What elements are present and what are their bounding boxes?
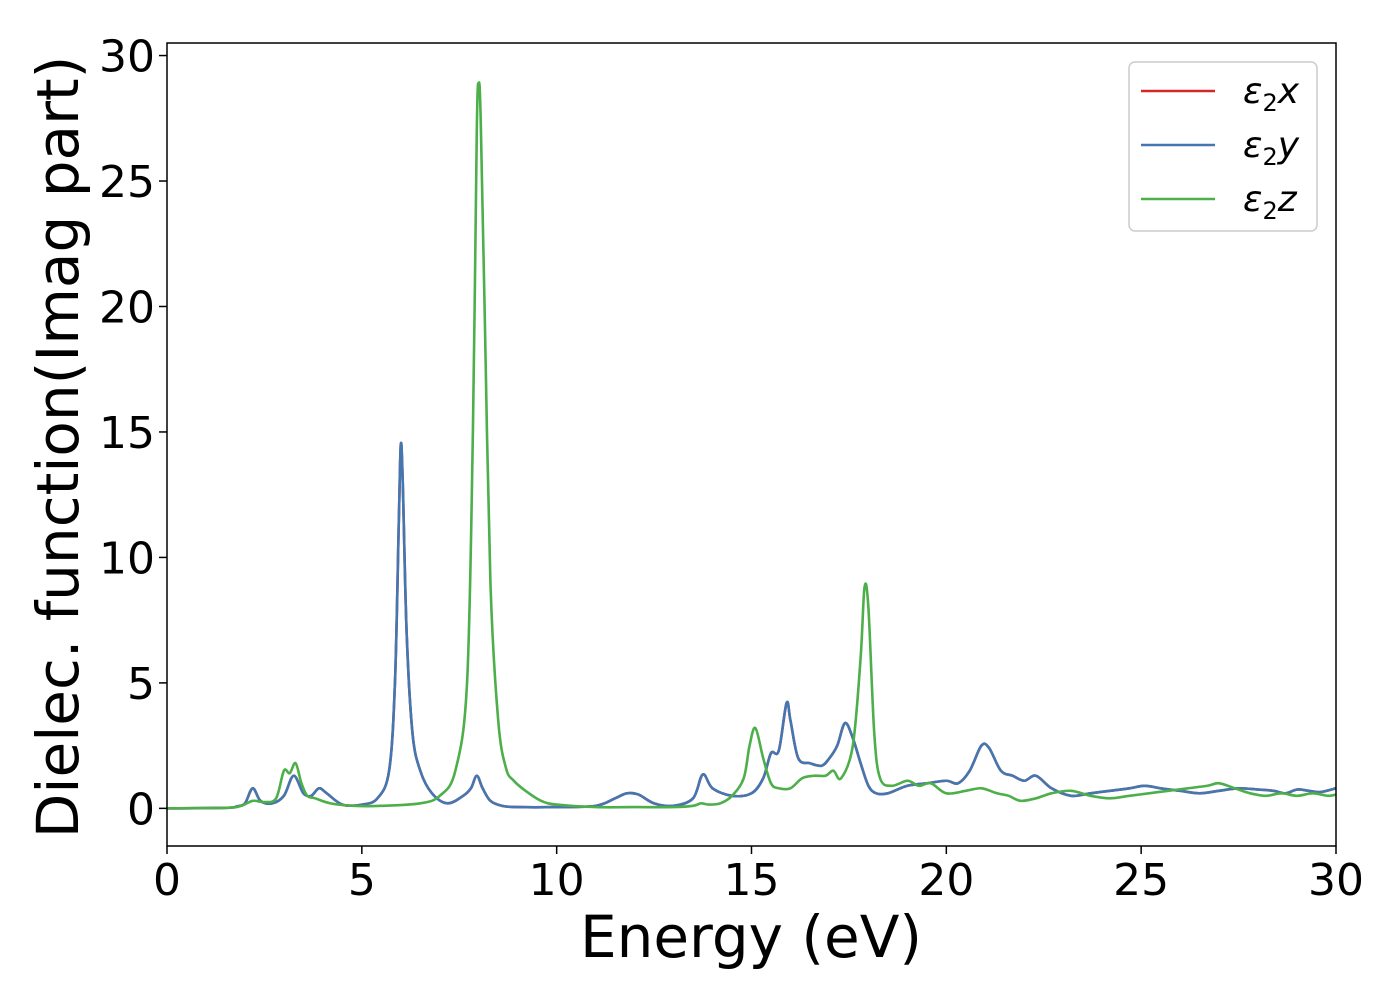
legend-label: ε2x bbox=[1243, 71, 1300, 117]
x-tick-label: 30 bbox=[1308, 855, 1364, 906]
y-tick-label: 5 bbox=[127, 659, 155, 710]
y-axis-label: Dielec. function(Imag part) bbox=[24, 56, 92, 839]
y-tick-label: 10 bbox=[99, 533, 155, 584]
legend-label-base: ε bbox=[1243, 71, 1262, 112]
y-tick-label: 15 bbox=[99, 408, 155, 459]
y-axis: 0 5 10 15 20 25 30 bbox=[99, 32, 167, 835]
x-tick-label: 15 bbox=[724, 855, 780, 906]
y-tick-label: 25 bbox=[99, 157, 155, 208]
legend-frame bbox=[1128, 61, 1318, 232]
series-layer bbox=[167, 81, 1336, 810]
legend-label-sub: 2 bbox=[1262, 143, 1277, 171]
x-tick-label: 25 bbox=[1113, 855, 1169, 906]
legend-label-base: ε bbox=[1243, 125, 1262, 166]
legend-label-base: ε bbox=[1243, 179, 1262, 220]
y-tick-label: 30 bbox=[99, 32, 155, 83]
series-line-z bbox=[167, 81, 1336, 810]
x-axis-label: Energy (eV) bbox=[580, 903, 922, 971]
legend-label: ε2z bbox=[1243, 179, 1298, 225]
x-tick-label: 5 bbox=[348, 855, 376, 906]
legend-label: ε2y bbox=[1243, 125, 1300, 171]
legend-label-var: x bbox=[1277, 71, 1300, 112]
x-tick-label: 20 bbox=[918, 855, 974, 906]
series-line-y bbox=[167, 441, 1336, 810]
x-axis: 0 5 10 15 20 25 30 bbox=[153, 846, 1364, 906]
y-tick-label: 20 bbox=[99, 282, 155, 333]
legend-label-var: z bbox=[1277, 179, 1298, 220]
legend-label-sub: 2 bbox=[1262, 89, 1277, 117]
x-tick-label: 10 bbox=[529, 855, 585, 906]
legend-label-var: y bbox=[1277, 125, 1300, 166]
x-tick-label: 0 bbox=[153, 855, 181, 906]
y-tick-label: 0 bbox=[127, 784, 155, 835]
legend-label-sub: 2 bbox=[1262, 197, 1277, 225]
